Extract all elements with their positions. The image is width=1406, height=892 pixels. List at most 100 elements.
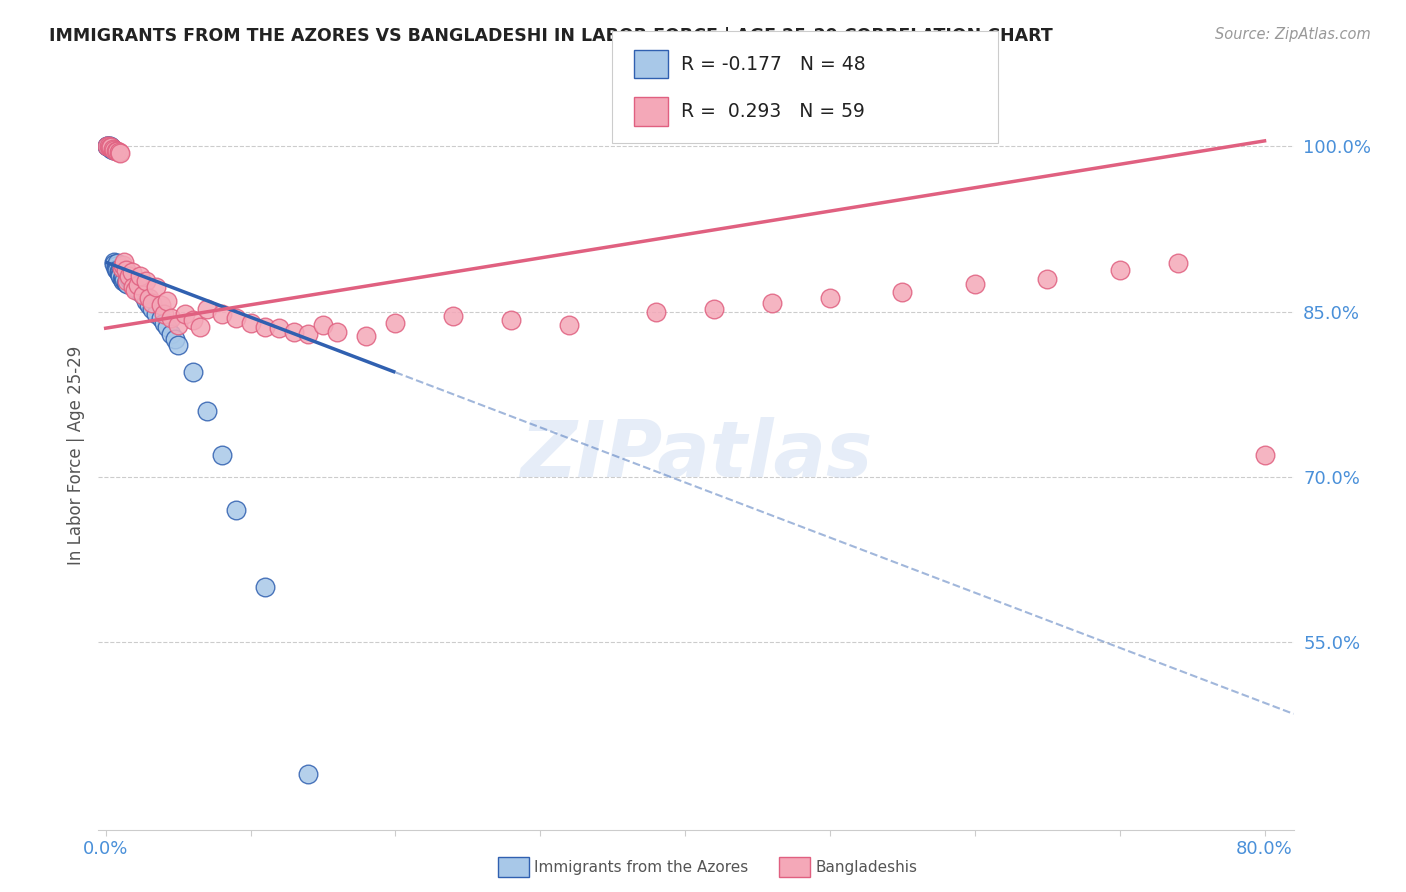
Point [167, 318, 190, 332]
Point [326, 325, 349, 339]
Point [100, 140, 122, 154]
Point [149, 298, 172, 312]
Point [112, 269, 135, 284]
Point [135, 274, 157, 288]
Point [141, 296, 163, 310]
Point [149, 311, 172, 326]
Point [112, 274, 135, 288]
Point [132, 288, 155, 302]
Point [1167, 256, 1189, 270]
Point [101, 143, 124, 157]
Point [145, 280, 167, 294]
Point [121, 277, 143, 292]
Point [160, 326, 183, 341]
Point [112, 259, 135, 273]
Point [138, 292, 160, 306]
Point [114, 273, 136, 287]
Point [129, 269, 152, 284]
Point [105, 262, 128, 277]
Point [110, 271, 132, 285]
Text: IMMIGRANTS FROM THE AZORES VS BANGLADESHI IN LABOR FORCE | AGE 25-29 CORRELATION: IMMIGRANTS FROM THE AZORES VS BANGLADESH… [49, 27, 1053, 45]
Point [115, 276, 138, 290]
Point [501, 313, 523, 327]
Point [174, 307, 197, 321]
Text: ZIPatlas: ZIPatlas [520, 417, 872, 493]
Point [97, 139, 120, 153]
Point [135, 293, 157, 308]
Text: Immigrants from the Azores: Immigrants from the Azores [534, 860, 748, 874]
Point [253, 320, 276, 334]
Point [384, 316, 406, 330]
Point [97, 139, 120, 153]
Point [127, 283, 149, 297]
Point [195, 302, 218, 317]
Point [312, 318, 335, 332]
Point [138, 298, 160, 312]
Point [703, 302, 725, 317]
Point [152, 307, 174, 321]
Point [141, 302, 163, 317]
Point [118, 269, 141, 284]
Point [188, 320, 211, 334]
Point [645, 304, 668, 318]
Point [114, 255, 136, 269]
Point [283, 325, 305, 339]
Point [103, 255, 125, 269]
Point [195, 404, 218, 418]
Point [115, 262, 138, 277]
Point [145, 307, 167, 321]
Point [96, 139, 118, 153]
Y-axis label: In Labor Force | Age 25-29: In Labor Force | Age 25-29 [66, 345, 84, 565]
Point [818, 292, 841, 306]
Point [441, 309, 464, 323]
Point [101, 142, 124, 156]
Point [104, 260, 127, 274]
Point [117, 277, 139, 292]
Point [761, 296, 783, 310]
Point [97, 140, 120, 154]
Text: Source: ZipAtlas.com: Source: ZipAtlas.com [1215, 27, 1371, 42]
Point [297, 326, 319, 341]
Point [211, 448, 233, 462]
Point [239, 316, 262, 330]
Point [1253, 448, 1275, 462]
Point [155, 293, 177, 308]
Point [160, 311, 183, 326]
Point [100, 140, 122, 154]
Point [269, 321, 291, 335]
Point [101, 142, 124, 156]
Point [1108, 262, 1130, 277]
Point [124, 283, 146, 297]
Point [165, 332, 187, 346]
Point [356, 329, 378, 343]
Point [98, 139, 121, 153]
Point [103, 257, 125, 271]
Point [297, 767, 319, 781]
Point [1036, 271, 1059, 285]
Point [103, 143, 125, 157]
Point [167, 337, 190, 351]
Point [107, 145, 129, 159]
Point [211, 307, 233, 321]
Point [181, 365, 204, 379]
Point [155, 320, 177, 334]
Point [963, 277, 986, 292]
Point [108, 146, 131, 161]
Text: Bangladeshis: Bangladeshis [815, 860, 918, 874]
Text: R =  0.293   N = 59: R = 0.293 N = 59 [681, 102, 865, 121]
Point [104, 144, 127, 158]
Point [225, 503, 247, 517]
Text: R = -0.177   N = 48: R = -0.177 N = 48 [681, 54, 865, 74]
Point [104, 261, 127, 276]
Point [181, 313, 204, 327]
Point [108, 269, 131, 284]
Point [122, 280, 145, 294]
Point [105, 256, 128, 270]
Point [107, 266, 129, 280]
Point [98, 140, 121, 154]
Point [253, 580, 276, 594]
Point [558, 318, 581, 332]
Point [98, 140, 121, 154]
Point [105, 144, 128, 158]
Point [100, 142, 122, 156]
